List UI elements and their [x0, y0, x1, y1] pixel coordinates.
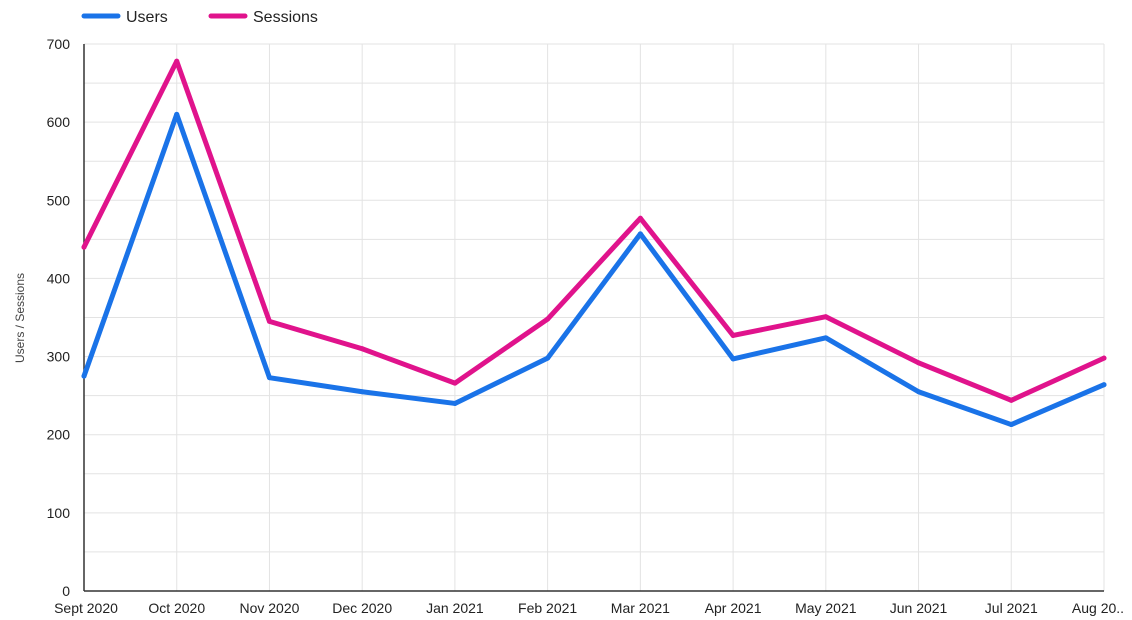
- x-tick-label: Nov 2020: [239, 600, 299, 616]
- data-point-users: [81, 373, 87, 379]
- y-tick-label: 500: [47, 192, 71, 208]
- y-tick-label: 600: [47, 114, 71, 130]
- data-point-users: [823, 335, 829, 341]
- data-point-users: [637, 231, 643, 237]
- y-tick-label: 300: [47, 349, 71, 365]
- x-tick-label: Jun 2021: [890, 600, 948, 616]
- x-tick-label: May 2021: [795, 600, 857, 616]
- data-point-sessions: [1101, 355, 1107, 361]
- data-point-users: [174, 111, 180, 117]
- data-point-sessions: [545, 316, 551, 322]
- data-point-sessions: [452, 380, 458, 386]
- data-point-users: [359, 389, 365, 395]
- data-point-users: [730, 356, 736, 362]
- grid-lines: [83, 43, 1105, 592]
- data-point-users: [266, 375, 272, 381]
- legend-label-users: Users: [126, 9, 168, 26]
- legend: Users Sessions: [81, 9, 318, 26]
- y-tick-label: 400: [47, 270, 71, 286]
- series-lines: [81, 58, 1107, 428]
- x-tick-label: Dec 2020: [332, 600, 392, 616]
- x-tick-label: Sept 2020: [54, 600, 118, 616]
- y-tick-labels: 0 100 200 300 400 500 600 700: [47, 36, 71, 599]
- y-axis-title: Users / Sessions: [13, 273, 27, 363]
- data-point-users: [452, 400, 458, 406]
- data-point-users: [1101, 382, 1107, 388]
- data-point-sessions: [1008, 397, 1014, 403]
- axes: [83, 44, 1104, 592]
- data-point-sessions: [81, 244, 87, 250]
- y-tick-label: 700: [47, 36, 71, 52]
- x-tick-label: Aug 20..: [1072, 600, 1124, 616]
- x-tick-label: Jul 2021: [985, 600, 1038, 616]
- data-point-sessions: [637, 215, 643, 221]
- data-point-users: [1008, 422, 1014, 428]
- data-point-sessions: [730, 332, 736, 338]
- x-tick-label: Apr 2021: [705, 600, 762, 616]
- data-point-sessions: [916, 360, 922, 366]
- data-point-users: [545, 355, 551, 361]
- data-point-users: [916, 389, 922, 395]
- data-point-sessions: [174, 58, 180, 64]
- x-tick-label: Jan 2021: [426, 600, 484, 616]
- legend-label-sessions: Sessions: [253, 9, 318, 26]
- x-tick-label: Oct 2020: [148, 600, 205, 616]
- x-tick-labels: Sept 2020 Oct 2020 Nov 2020 Dec 2020 Jan 202…: [54, 600, 1124, 616]
- y-tick-label: 0: [62, 583, 70, 599]
- x-tick-label: Mar 2021: [611, 600, 670, 616]
- y-tick-label: 200: [47, 427, 71, 443]
- series-line-sessions: [81, 58, 1107, 403]
- y-tick-label: 100: [47, 505, 71, 521]
- series-line-users: [81, 111, 1107, 428]
- data-point-sessions: [359, 346, 365, 352]
- x-tick-label: Feb 2021: [518, 600, 577, 616]
- data-point-sessions: [266, 318, 272, 324]
- data-point-sessions: [823, 314, 829, 320]
